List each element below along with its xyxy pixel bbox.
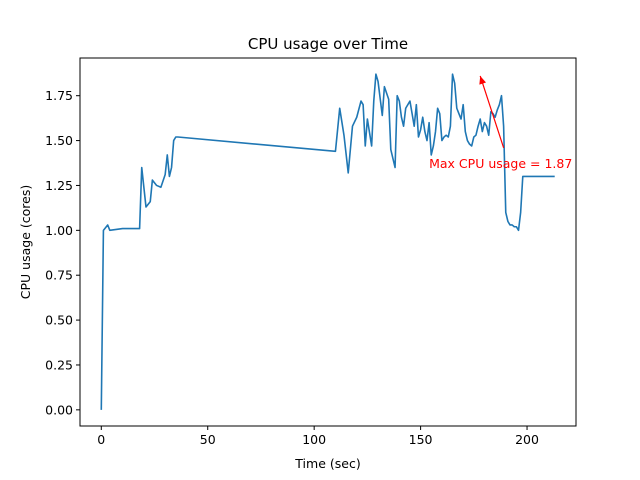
y-tick-label: 1.00 — [45, 223, 73, 238]
max-annotation-arrowhead — [479, 75, 487, 85]
max-annotation-label: Max CPU usage = 1.87 — [429, 156, 572, 171]
x-tick-label: 200 — [515, 432, 539, 447]
y-tick-label: 1.25 — [45, 178, 73, 193]
y-tick-label: 0.25 — [45, 357, 73, 372]
max-annotation-arrow — [479, 75, 505, 148]
y-axis-title: CPU usage (cores) — [18, 185, 33, 299]
x-tick-label: 0 — [97, 432, 105, 447]
y-tick-label: 1.75 — [45, 88, 73, 103]
x-tick-label: 150 — [409, 432, 433, 447]
chart-title: CPU usage over Time — [248, 35, 408, 53]
y-tick-label: 0.50 — [45, 313, 73, 328]
y-tick-label: 0.00 — [45, 402, 73, 417]
y-tick-label: 1.50 — [45, 133, 73, 148]
x-axis-title: Time (sec) — [294, 456, 360, 471]
plot-area: 0 50 100 150 200 0.00 0.25 0.50 0.75 1.00 1.25 1.50… — [45, 57, 577, 447]
cpu-usage-series-line — [100, 73, 555, 410]
plot-frame — [79, 57, 577, 427]
y-tick-label: 0.75 — [45, 268, 73, 283]
x-tick-label: 100 — [302, 432, 326, 447]
x-tick-label: 50 — [200, 432, 216, 447]
